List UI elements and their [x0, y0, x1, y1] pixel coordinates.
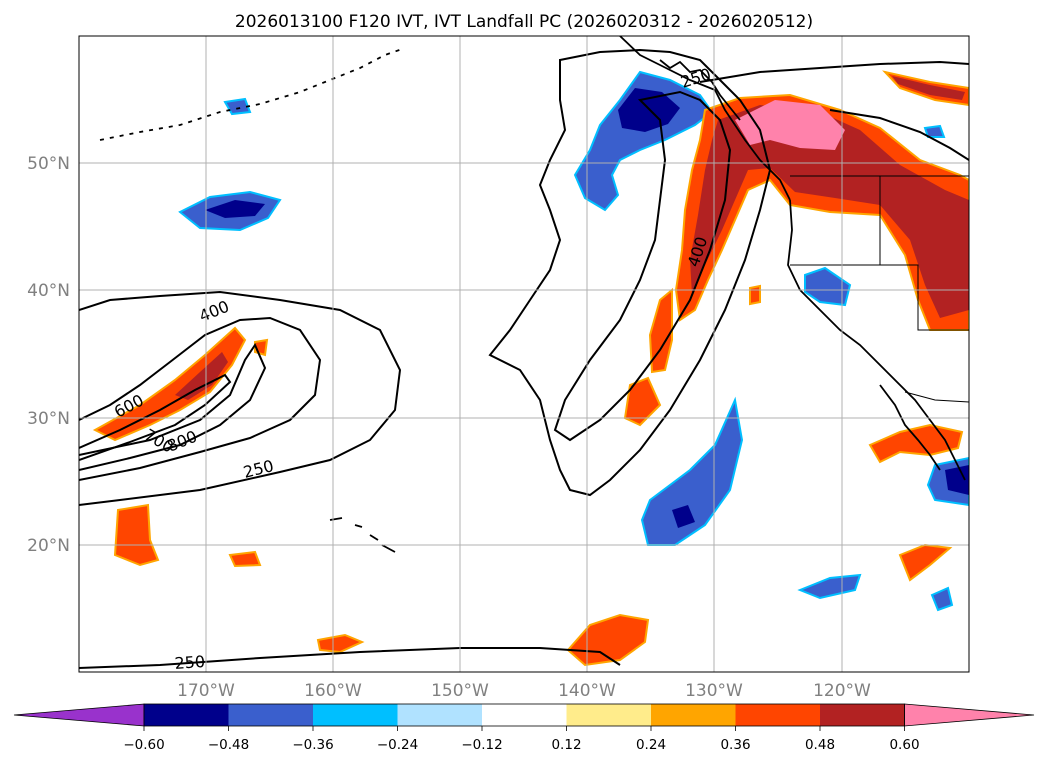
- longitude-labels: 170°W 160°W 150°W 140°W 130°W 120°W: [177, 681, 871, 701]
- positive-region-tropical-small: [228, 550, 262, 568]
- map-title: 2026013100 F120 IVT, IVT Landfall PC (20…: [235, 12, 813, 32]
- contour-offshore-400: [553, 90, 732, 442]
- colorbar-tick-label: −0.36: [292, 737, 333, 753]
- colorbar-extend-low: [13, 703, 145, 727]
- contour-northeast-400: [829, 109, 969, 161]
- colorbar-tick-label: 0.24: [636, 737, 666, 753]
- negative-region-subtropical-streak: [640, 396, 744, 546]
- negative-core-aleutian: [205, 200, 265, 218]
- colorbar-extend-high: [904, 703, 1035, 727]
- contour-subtropical-700: [79, 373, 232, 461]
- negative-core-subtropical-streak: [672, 505, 695, 528]
- lon-label-130w: 130°W: [685, 681, 743, 701]
- negative-region-south-east-small: [930, 586, 954, 612]
- lat-label-50n: 50°N: [27, 154, 70, 174]
- colorbar-frame: [143, 703, 905, 727]
- map-frame: [78, 35, 970, 673]
- colorbar-bin-1: [144, 704, 229, 726]
- colorbar-ticks: [143, 726, 905, 731]
- coastline-aleutians: [99, 47, 406, 141]
- contour-subtropical-400: [79, 290, 402, 506]
- colorbar-bin-8: [735, 704, 820, 726]
- colorbar: −0.60 −0.48 −0.36 −0.24 −0.12 0.12 0.24 …: [13, 703, 1035, 753]
- contour-subtropical-800: [79, 342, 267, 471]
- positive-core-bc-coast: [892, 76, 965, 100]
- ivt-contours: [79, 48, 969, 669]
- coastline-bc-islands: [659, 59, 741, 121]
- lon-label-150w: 150°W: [431, 681, 489, 701]
- colorbar-tick-label: 0.36: [720, 737, 750, 753]
- colorbar-tick-label: −0.60: [123, 737, 164, 753]
- positive-core-subtropical-band: [175, 352, 228, 400]
- contour-offshore-250: [488, 48, 772, 497]
- borders: [790, 175, 969, 403]
- negative-region-south-patch: [797, 573, 862, 600]
- negative-region-canada-dot: [923, 124, 946, 138]
- negative-core-mexico-coast: [945, 465, 969, 495]
- contour-south-250: [79, 647, 621, 669]
- gridlines: [79, 36, 969, 672]
- colorbar-tick-label: −0.12: [461, 737, 502, 753]
- positive-region-south-central: [566, 613, 650, 667]
- colorbar-bin-6: [566, 704, 651, 726]
- colorbar-tick-label: 0.60: [889, 737, 919, 753]
- positive-region-subtropical-band: [92, 326, 247, 442]
- border-california-nevada: [790, 264, 969, 331]
- colorbar-bin-3: [313, 704, 398, 726]
- colorbar-tick-label: −0.48: [208, 737, 249, 753]
- coastline-alaska: [619, 36, 791, 201]
- border-us-mexico: [904, 391, 969, 403]
- positive-region-offshore-dot: [623, 376, 662, 427]
- contour-northeast-250: [699, 60, 969, 83]
- colorbar-tick-label: −0.24: [377, 737, 418, 753]
- contour-label-250-south: 250: [174, 652, 206, 673]
- latitude-labels: 50°N 40°N 30°N 20°N: [27, 154, 70, 556]
- coastline-baja: [879, 384, 941, 471]
- lat-label-20n: 20°N: [27, 536, 70, 556]
- coastlines: [99, 36, 966, 553]
- contour-subtropical-600: [79, 316, 322, 481]
- colorbar-tick-label: 0.48: [805, 737, 835, 753]
- colorbar-bin-2: [228, 704, 313, 726]
- positive-region-tropical-west: [113, 503, 160, 567]
- positive-region-mexico: [898, 543, 953, 582]
- positive-region-small-patch: [749, 284, 761, 306]
- colorbar-tick-label: 0.12: [551, 737, 581, 753]
- colorbar-bin-4: [397, 704, 482, 726]
- lon-label-120w: 120°W: [813, 681, 871, 701]
- coastline-west-coast: [787, 199, 966, 481]
- lon-label-160w: 160°W: [304, 681, 362, 701]
- colorbar-bin-9: [820, 704, 905, 726]
- positive-region-south-west: [316, 633, 365, 654]
- map-panel: 400 600 700 800 250 250 250 400: [78, 35, 970, 673]
- lon-label-140w: 140°W: [558, 681, 616, 701]
- negative-region-california: [804, 266, 852, 307]
- coastline-hawaii: [329, 517, 396, 553]
- lon-label-170w: 170°W: [177, 681, 235, 701]
- colorbar-bin-5: [482, 704, 567, 726]
- lat-label-30n: 30°N: [27, 409, 70, 429]
- colorbar-bin-7: [651, 704, 736, 726]
- lat-label-40n: 40°N: [27, 281, 70, 301]
- colorbar-tick-labels: −0.60 −0.48 −0.36 −0.24 −0.12 0.12 0.24 …: [123, 737, 919, 753]
